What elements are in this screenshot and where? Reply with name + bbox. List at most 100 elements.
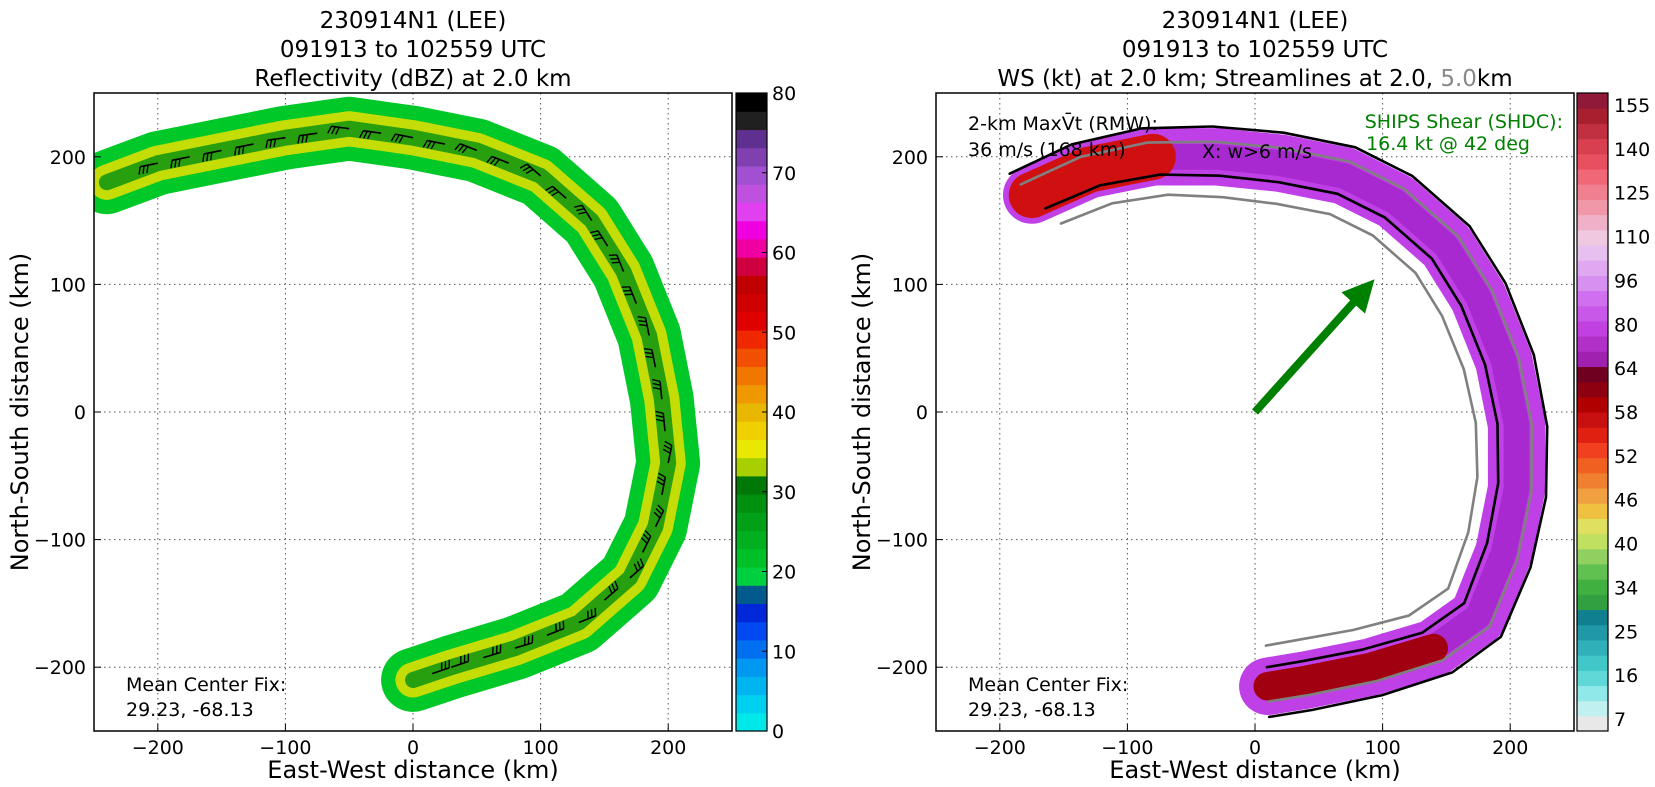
shear-label: SHIPS Shear (SHDC): bbox=[1365, 111, 1563, 133]
colorbar-segment bbox=[736, 439, 767, 459]
colorbar-segment bbox=[1577, 108, 1608, 124]
rmw-label: 2-km MaxV̄t (RMW): bbox=[968, 111, 1158, 135]
wind-barb-flag bbox=[633, 563, 639, 572]
wind-barb bbox=[628, 286, 638, 304]
wind-barb bbox=[667, 445, 673, 464]
wind-barb-flag bbox=[590, 230, 599, 234]
wind-barb-flag bbox=[594, 236, 603, 241]
wind-barb-flag bbox=[493, 159, 500, 166]
colorbar-segment bbox=[1577, 396, 1608, 413]
colorbar-tick-label: 58 bbox=[1614, 402, 1638, 424]
wind-barb-flag bbox=[522, 166, 531, 172]
wind-barb bbox=[654, 510, 665, 528]
wind-barb bbox=[139, 162, 158, 168]
wind-barb-flag bbox=[138, 166, 141, 175]
wind-barb-flag bbox=[644, 351, 653, 355]
colorbar-segment bbox=[1577, 700, 1608, 717]
wind-barb-flag bbox=[366, 131, 372, 140]
wind-barb bbox=[331, 125, 350, 130]
left-y-axis-label: North-South distance (km) bbox=[6, 253, 34, 572]
colorbar-segment bbox=[736, 147, 767, 167]
colorbar-segment bbox=[736, 165, 767, 185]
right-axis-ticks: −200 −100 0 100 200 −200 −100 0 100 200 bbox=[876, 147, 1529, 759]
streamline bbox=[1008, 125, 1549, 719]
wind-barb bbox=[546, 627, 564, 637]
colorbar-tick-label: 40 bbox=[772, 402, 796, 424]
wind-barb-flag bbox=[657, 504, 664, 512]
colorbar-segment bbox=[1577, 123, 1608, 140]
wind-barb-flag bbox=[652, 382, 661, 386]
colorbar-segment bbox=[736, 658, 767, 677]
colorbar-segment bbox=[1577, 168, 1608, 185]
wind-barb-flag bbox=[305, 134, 309, 143]
wind-barb-flag bbox=[664, 440, 673, 446]
wind-barb-flag bbox=[359, 130, 364, 139]
wind-barb-flag bbox=[578, 211, 587, 215]
left-x-axis-label: East-West distance (km) bbox=[267, 756, 558, 784]
colorbar-segment bbox=[736, 402, 767, 422]
colorbar-segment bbox=[736, 475, 767, 495]
wind-barb bbox=[603, 587, 619, 601]
wind-barb-flag bbox=[639, 558, 645, 567]
wind-barb bbox=[578, 615, 596, 624]
wind-barb bbox=[299, 132, 318, 137]
left-center-fix-value: 29.23, -68.13 bbox=[126, 699, 254, 721]
colorbar-segment bbox=[1577, 138, 1608, 155]
right-x-axis-label: East-West distance (km) bbox=[1109, 756, 1400, 784]
x-tick-label: −100 bbox=[1101, 737, 1153, 759]
wind-barb-flag bbox=[430, 141, 436, 150]
colorbar-segment bbox=[736, 712, 767, 732]
colorbar-segment bbox=[1577, 503, 1608, 519]
colorbar-segment bbox=[736, 257, 767, 276]
wind-barb-flag bbox=[653, 511, 661, 519]
y-tick-label: −100 bbox=[876, 530, 928, 552]
wind-barb-flag bbox=[638, 319, 647, 323]
colorbar-segment bbox=[736, 366, 767, 386]
colorbar-segment bbox=[1577, 655, 1608, 671]
colorbar-tick-label: 70 bbox=[772, 163, 796, 185]
wind-barb bbox=[629, 565, 644, 579]
colorbar-segment bbox=[736, 293, 767, 313]
colorbar-segment bbox=[1577, 487, 1608, 504]
colorbar-tick-label: 80 bbox=[772, 83, 796, 105]
wind-barb bbox=[235, 143, 254, 149]
colorbar-segment bbox=[1577, 260, 1608, 276]
wind-barb-flag bbox=[362, 130, 368, 139]
colorbar-segment bbox=[1577, 670, 1608, 687]
colorbar-tick-label: 140 bbox=[1614, 139, 1650, 161]
wind-barb-flag bbox=[656, 418, 665, 422]
colorbar-segment bbox=[736, 93, 767, 112]
wind-barb-flag bbox=[658, 472, 666, 478]
wind-barb bbox=[427, 139, 446, 145]
colorbar-segment bbox=[1577, 199, 1608, 216]
colorbar-segment bbox=[1577, 533, 1608, 550]
colorbar-segment bbox=[1577, 305, 1608, 322]
right-title-line-3: WS (kt) at 2.0 km; Streamlines at 2.0, 5… bbox=[997, 66, 1512, 92]
wind-barb-flag bbox=[662, 448, 671, 454]
colorbar-segment bbox=[736, 694, 767, 714]
wind-barb bbox=[641, 535, 652, 553]
colorbar-segment bbox=[736, 457, 767, 477]
wind-barb bbox=[651, 349, 657, 368]
right-center-fix-value: 29.23, -68.13 bbox=[968, 699, 1096, 721]
colorbar-tick-label: 96 bbox=[1614, 270, 1638, 292]
colorbar-segment bbox=[1577, 336, 1608, 352]
wind-barb-flag bbox=[519, 163, 528, 169]
colorbar-tick-label: 155 bbox=[1614, 95, 1650, 117]
wind-band-max-s bbox=[1253, 633, 1448, 701]
wind-barb-flag bbox=[644, 530, 652, 537]
wind-barb-flag bbox=[335, 127, 340, 135]
colorbar-tick-label: 52 bbox=[1614, 446, 1638, 468]
wind-barb-flag bbox=[551, 191, 559, 197]
colorbar-segment bbox=[1577, 685, 1608, 702]
wind-barb-flag bbox=[146, 165, 149, 174]
wind-barb-flag bbox=[574, 204, 583, 208]
left-title-line-1: 230914N1 (LEE) bbox=[320, 8, 507, 34]
x-tick-label: 200 bbox=[650, 737, 686, 759]
wind-barb bbox=[363, 129, 382, 134]
wind-barb-flag bbox=[656, 480, 665, 486]
wind-barb bbox=[581, 204, 593, 222]
colorbar-tick-label: 60 bbox=[772, 243, 796, 265]
colorbar-segment bbox=[1577, 153, 1608, 170]
colorbar-segment bbox=[1577, 427, 1608, 443]
